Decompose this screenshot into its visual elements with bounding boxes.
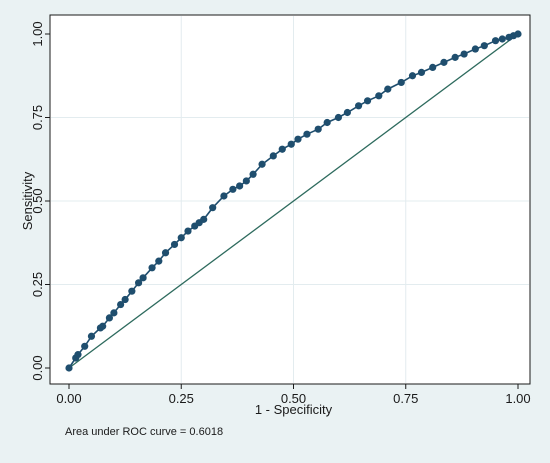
- reference-line: [68, 33, 519, 369]
- x-axis-title: 1 - Specificity: [255, 402, 333, 417]
- roc-point: [417, 68, 426, 77]
- roc-point: [242, 177, 250, 185]
- roc-point: [170, 240, 179, 249]
- y-tick-label: 0.50: [30, 188, 45, 213]
- x-tick-label: 0.75: [393, 391, 418, 406]
- roc-point: [498, 35, 506, 43]
- roc-point: [236, 182, 244, 190]
- roc-point: [323, 118, 331, 127]
- roc-point: [99, 322, 107, 330]
- roc-point: [355, 102, 363, 110]
- roc-point: [334, 113, 342, 122]
- roc-point: [121, 295, 129, 304]
- x-tick-label: 0.25: [169, 391, 194, 406]
- y-axis-title: Sensitivity: [20, 171, 35, 230]
- x-tick-label: 0.00: [56, 391, 81, 406]
- y-tick-label: 0.00: [30, 355, 45, 380]
- auc-annotation: Area under ROC curve = 0.6018: [65, 426, 223, 438]
- roc-point: [429, 63, 437, 71]
- roc-point: [269, 152, 277, 160]
- roc-point: [105, 314, 114, 322]
- roc-point: [128, 287, 136, 295]
- roc-point: [229, 185, 237, 193]
- roc-point: [460, 50, 468, 58]
- roc-point: [471, 45, 479, 53]
- roc-point: [184, 227, 192, 235]
- roc-point: [294, 135, 302, 143]
- roc-point: [408, 72, 417, 80]
- roc-point: [200, 215, 208, 223]
- roc-point: [384, 85, 392, 93]
- y-tick-label: 0.75: [30, 105, 45, 130]
- roc-point: [155, 257, 163, 265]
- y-tick-label: 1.00: [30, 21, 45, 46]
- roc-point: [375, 92, 383, 100]
- roc-point: [110, 309, 118, 317]
- roc-point: [249, 170, 257, 178]
- roc-point: [451, 53, 459, 61]
- roc-point: [480, 42, 488, 50]
- roc-point: [161, 249, 170, 257]
- roc-point: [74, 351, 82, 359]
- roc-point: [139, 274, 147, 282]
- roc-point: [278, 145, 286, 153]
- roc-point: [134, 279, 143, 287]
- roc-point: [209, 204, 217, 212]
- roc-point: [87, 332, 96, 340]
- roc-point: [440, 58, 448, 66]
- roc-point: [148, 264, 156, 272]
- x-tick-label: 0.50: [281, 391, 306, 406]
- roc-point: [363, 97, 372, 105]
- y-tick-label: 0.25: [30, 272, 45, 297]
- roc-point: [397, 78, 405, 87]
- roc-point: [65, 364, 73, 372]
- roc-point: [491, 37, 500, 45]
- roc-point: [81, 342, 89, 350]
- x-tick-label: 1.00: [505, 391, 530, 406]
- roc-point: [343, 108, 351, 117]
- roc-point: [177, 234, 185, 242]
- roc-point: [287, 140, 295, 148]
- roc-point: [117, 300, 125, 309]
- roc-point: [514, 30, 522, 38]
- roc-point: [220, 192, 228, 200]
- roc-point: [258, 160, 266, 168]
- roc-point: [314, 125, 322, 133]
- roc-point: [303, 130, 311, 138]
